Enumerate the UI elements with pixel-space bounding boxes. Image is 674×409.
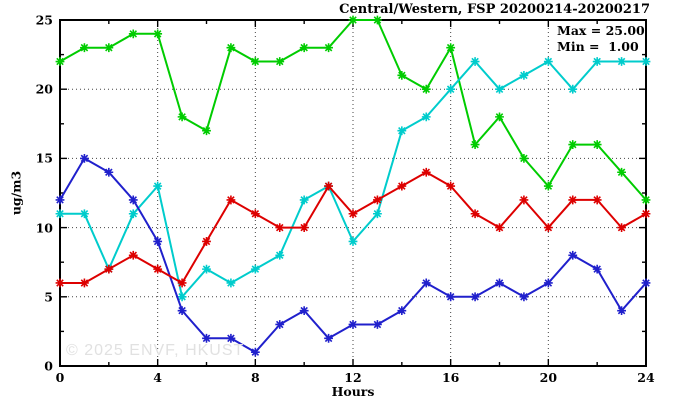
x-tick-label: 8 bbox=[250, 370, 260, 385]
y-tick-label: 0 bbox=[44, 358, 53, 374]
y-tick-label: 15 bbox=[35, 150, 53, 166]
series-blue-markers bbox=[55, 154, 651, 357]
x-tick-label: 0 bbox=[55, 370, 65, 385]
x-tick-label: 4 bbox=[153, 370, 163, 385]
legend-max-value: Max = 25.00 bbox=[557, 23, 645, 38]
y-tick-label: 20 bbox=[35, 81, 53, 97]
chart-title: Central/Western, FSP 20200214-20200217 bbox=[339, 2, 650, 17]
legend-min-value: Min = 1.00 bbox=[557, 39, 639, 54]
x-tick-label: 20 bbox=[539, 370, 558, 385]
x-tick-label: 12 bbox=[344, 370, 362, 385]
series-red-markers bbox=[55, 167, 651, 288]
max-min-legend: Max = 25.00 Min = 1.00 bbox=[557, 23, 645, 55]
series-green-markers bbox=[55, 15, 651, 205]
y-tick-label: 10 bbox=[35, 220, 53, 236]
x-axis-label: Hours bbox=[331, 384, 375, 399]
x-tick-label: 16 bbox=[441, 370, 460, 385]
watermark: © 2025 ENVF, HKUST bbox=[66, 342, 245, 359]
y-axis-label: ug/m3 bbox=[8, 170, 24, 216]
y-tick-label: 25 bbox=[35, 12, 53, 28]
y-tick-label: 5 bbox=[44, 289, 53, 305]
x-tick-label: 24 bbox=[637, 370, 655, 385]
